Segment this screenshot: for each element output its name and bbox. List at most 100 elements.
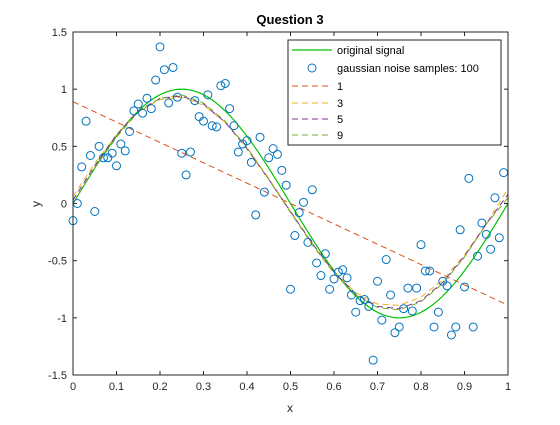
x-tick-label: 0.4 (239, 381, 254, 393)
noise-sample-point (125, 126, 135, 136)
noise-sample-point (390, 328, 400, 338)
noise-sample-point (286, 284, 295, 294)
noise-sample-point (377, 315, 387, 325)
noise-sample-point (307, 185, 317, 195)
noise-sample-point (255, 132, 265, 142)
noise-sample-point (85, 150, 95, 160)
noise-sample-point (342, 273, 352, 283)
noise-sample-point (168, 62, 178, 72)
noise-sample-point (403, 283, 413, 293)
legend-swatch-noise-samples (307, 63, 317, 73)
noise-sample-point (199, 116, 208, 126)
noise-sample-point (481, 229, 491, 239)
x-tick-label: 0.8 (413, 381, 428, 393)
noise-sample-point (338, 265, 348, 275)
legend-label-noise-samples: gaussian noise samples: 100 (337, 63, 479, 75)
legend-box (287, 39, 502, 146)
noise-sample-point (146, 104, 156, 114)
noise-sample-point (486, 244, 496, 254)
legend-label-series-9: 9 (337, 130, 343, 142)
y-tick-label: 0.5 (52, 141, 67, 153)
noise-sample-point (172, 92, 182, 102)
noise-sample-point (316, 271, 326, 281)
noise-sample-point (107, 148, 117, 158)
x-tick-label: 0.3 (196, 381, 211, 393)
noise-sample-point (277, 165, 287, 175)
noise-sample-point (246, 157, 256, 167)
axis-ticks: 0 0.1 0.2 0.3 0.4 0.5 0.6 0.7 0.8 0.9 1 -1.5 -1 -0.5 0… (48, 27, 511, 393)
x-tick-label: 0.2 (152, 381, 167, 393)
noise-sample-point (320, 249, 330, 259)
noise-sample-point (181, 170, 191, 180)
noise-sample-point (251, 210, 261, 220)
noise-sample-point (468, 322, 478, 332)
noise-sample-point (433, 307, 443, 317)
noise-sample-point (242, 136, 252, 146)
y-tick-label: -1.5 (48, 370, 67, 382)
noise-sample-point (355, 296, 365, 306)
noise-sample-point (368, 355, 378, 365)
noise-sample-point (451, 322, 461, 332)
x-tick-label: 0.6 (326, 381, 341, 393)
x-tick-label: 0.5 (283, 381, 298, 393)
noise-sample-point (155, 42, 165, 52)
noise-sample-point (425, 266, 435, 276)
noise-sample-point (229, 121, 239, 131)
noise-sample-point (346, 290, 356, 300)
noise-sample-point (129, 106, 139, 116)
noise-sample-point (94, 141, 104, 151)
noise-sample-point (464, 173, 474, 183)
noise-sample-point (264, 153, 274, 163)
noise-sample-point (359, 295, 369, 305)
noise-sample-point (407, 306, 417, 316)
noise-sample-point (490, 193, 500, 203)
noise-sample-point (216, 81, 226, 91)
noise-sample-point (77, 162, 87, 172)
noise-sample-point (268, 144, 278, 154)
noise-sample-point (207, 121, 217, 131)
noise-sample-point (381, 255, 391, 265)
noise-sample-point (112, 161, 121, 171)
x-tick-label: 0.1 (109, 381, 124, 393)
noise-sample-point (394, 322, 404, 332)
noise-sample-point (329, 274, 339, 284)
noise-sample-point (290, 231, 300, 241)
fit-line-degree-1 (72, 101, 509, 306)
noise-sample-point (133, 99, 143, 109)
noise-sample-point (164, 98, 174, 108)
noise-sample-point (185, 147, 195, 157)
noise-sample-point (81, 116, 91, 126)
fit-line-degree-9 (72, 94, 509, 311)
fit-line-degree-5 (72, 95, 509, 310)
noise-sample-point (98, 153, 108, 163)
noise-sample-point (477, 218, 487, 228)
noise-markers (68, 42, 509, 365)
noise-sample-point (494, 233, 504, 243)
noise-sample-point (473, 251, 483, 261)
legend-label-series-3: 3 (337, 98, 343, 110)
chart-title: Question 3 (256, 12, 323, 27)
noise-sample-point (225, 104, 235, 114)
noise-sample-point (303, 237, 313, 247)
noise-sample-point (312, 258, 322, 268)
noise-sample-point (90, 207, 100, 216)
legend: original signal gaussian noise samples: … (287, 39, 502, 146)
noise-sample-point (386, 290, 396, 300)
noise-sample-point (177, 148, 187, 158)
noise-sample-point (416, 240, 426, 250)
noise-sample-point (460, 282, 469, 292)
legend-label-original-signal: original signal (337, 45, 404, 57)
noise-sample-point (351, 307, 361, 317)
legend-label-series-5: 5 (337, 114, 343, 126)
y-tick-label: 1.5 (52, 27, 67, 39)
x-axis-label: x (287, 401, 293, 415)
noise-sample-point (412, 283, 422, 293)
noise-sample-point (190, 96, 200, 106)
noise-sample-point (299, 197, 309, 207)
noise-sample-point (151, 75, 161, 85)
noise-sample-point (138, 108, 148, 118)
noise-sample-point (294, 208, 304, 218)
y-tick-label: 1 (61, 84, 67, 96)
